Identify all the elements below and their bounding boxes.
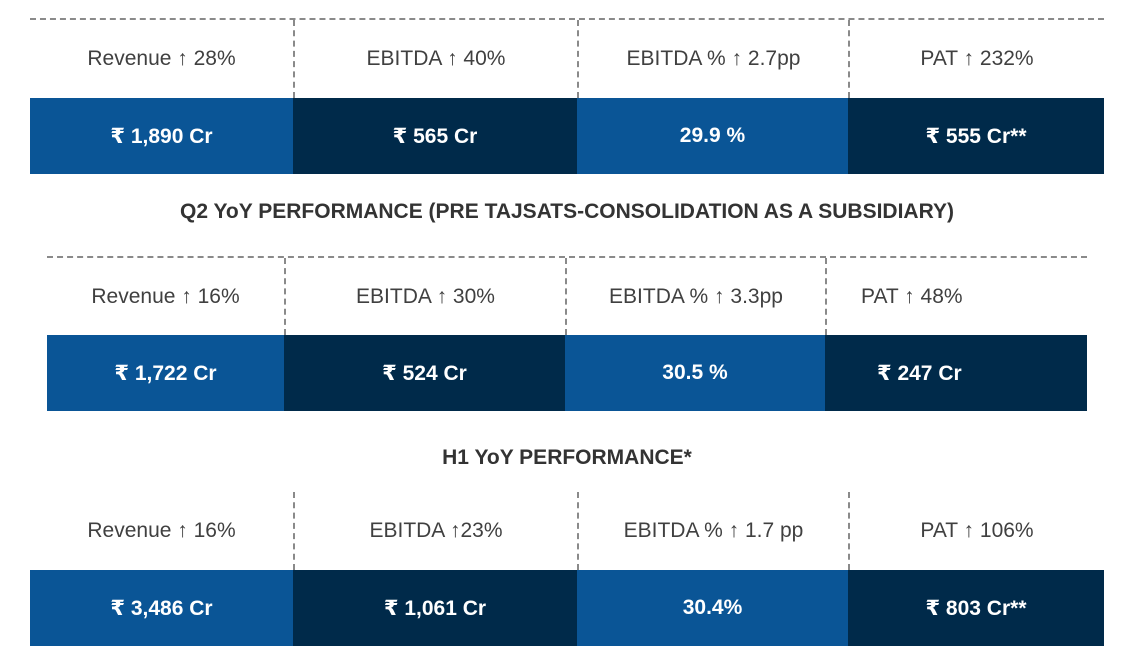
metric-labels-row: Revenue ↑ 28% EBITDA ↑ 40% EBITDA % ↑ 2.… <box>30 20 1104 98</box>
dashed-divider <box>30 18 1104 20</box>
section-heading-h1: H1 YoY PERFORMANCE* <box>442 446 692 469</box>
metric-label-revenue: Revenue ↑ 28% <box>87 47 236 70</box>
metric-labels-row: Revenue ↑ 16% EBITDA ↑23% EBITDA % ↑ 1.7… <box>30 492 1104 570</box>
metric-label-pat: PAT ↑ 232% <box>848 20 1104 98</box>
dashed-divider <box>47 256 1087 258</box>
metric-label-revenue: Revenue ↑ 16% <box>87 519 236 542</box>
section-2-metrics: Revenue ↑ 16% EBITDA ↑ 30% EBITDA % ↑ 3.… <box>47 256 1087 411</box>
metric-values-row: ₹ 3,486 Cr ₹ 1,061 Cr 30.4% ₹ 803 Cr** <box>30 570 1104 646</box>
metric-label-pat: PAT ↑ 106% <box>848 492 1104 570</box>
metric-label-ebitda-margin: EBITDA % ↑ 2.7pp <box>577 20 848 98</box>
metric-label-ebitda-margin: EBITDA % ↑ 3.3pp <box>565 258 825 335</box>
metric-value-ebitda: ₹ 565 Cr <box>293 98 577 174</box>
metric-value-pat: ₹ 803 Cr** <box>848 570 1104 646</box>
metric-label-pat: PAT ↑ 48% <box>825 258 1087 335</box>
metric-value-ebitda: ₹ 524 Cr <box>284 335 565 411</box>
metric-label-ebitda: EBITDA ↑ 30% <box>284 258 565 335</box>
metric-value-ebitda: ₹ 1,061 Cr <box>293 570 577 646</box>
metric-value-ebitda-margin: 30.5 % <box>565 335 825 411</box>
metric-label-ebitda: EBITDA ↑ 40% <box>293 20 577 98</box>
metric-values-row: ₹ 1,722 Cr ₹ 524 Cr 30.5 % ₹ 247 Cr <box>47 335 1087 411</box>
section-3-metrics: Revenue ↑ 16% EBITDA ↑23% EBITDA % ↑ 1.7… <box>30 492 1104 646</box>
metric-label-ebitda: EBITDA ↑23% <box>293 492 577 570</box>
section-heading-q2: Q2 YoY PERFORMANCE (PRE TAJSATS-CONSOLID… <box>180 200 954 223</box>
metric-value-pat: ₹ 555 Cr** <box>848 98 1104 174</box>
metric-value-pat: ₹ 247 Cr <box>825 335 1087 411</box>
metric-label-ebitda-margin: EBITDA % ↑ 1.7 pp <box>577 492 848 570</box>
metric-labels-row: Revenue ↑ 16% EBITDA ↑ 30% EBITDA % ↑ 3.… <box>47 258 1087 335</box>
metric-value-ebitda-margin: 30.4% <box>577 570 848 646</box>
metric-value-ebitda-margin: 29.9 % <box>577 98 848 174</box>
metric-value-revenue: ₹ 3,486 Cr <box>30 570 293 646</box>
section-1-metrics: Revenue ↑ 28% EBITDA ↑ 40% EBITDA % ↑ 2.… <box>30 18 1104 174</box>
metric-label-revenue: Revenue ↑ 16% <box>91 284 240 308</box>
metric-value-revenue: ₹ 1,722 Cr <box>47 335 284 411</box>
metric-value-revenue: ₹ 1,890 Cr <box>30 98 293 174</box>
metric-values-row: ₹ 1,890 Cr ₹ 565 Cr 29.9 % ₹ 555 Cr** <box>30 98 1104 174</box>
